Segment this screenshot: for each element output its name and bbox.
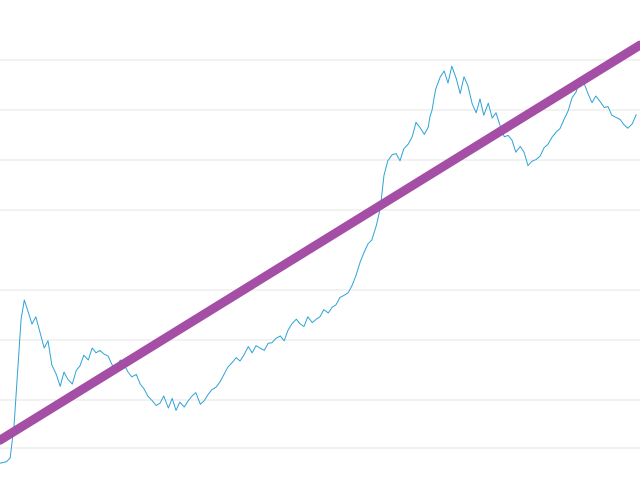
- series-layer: [0, 40, 640, 464]
- trend-line: [0, 40, 640, 445]
- gridlines: [0, 59, 640, 449]
- price-line: [0, 65, 637, 464]
